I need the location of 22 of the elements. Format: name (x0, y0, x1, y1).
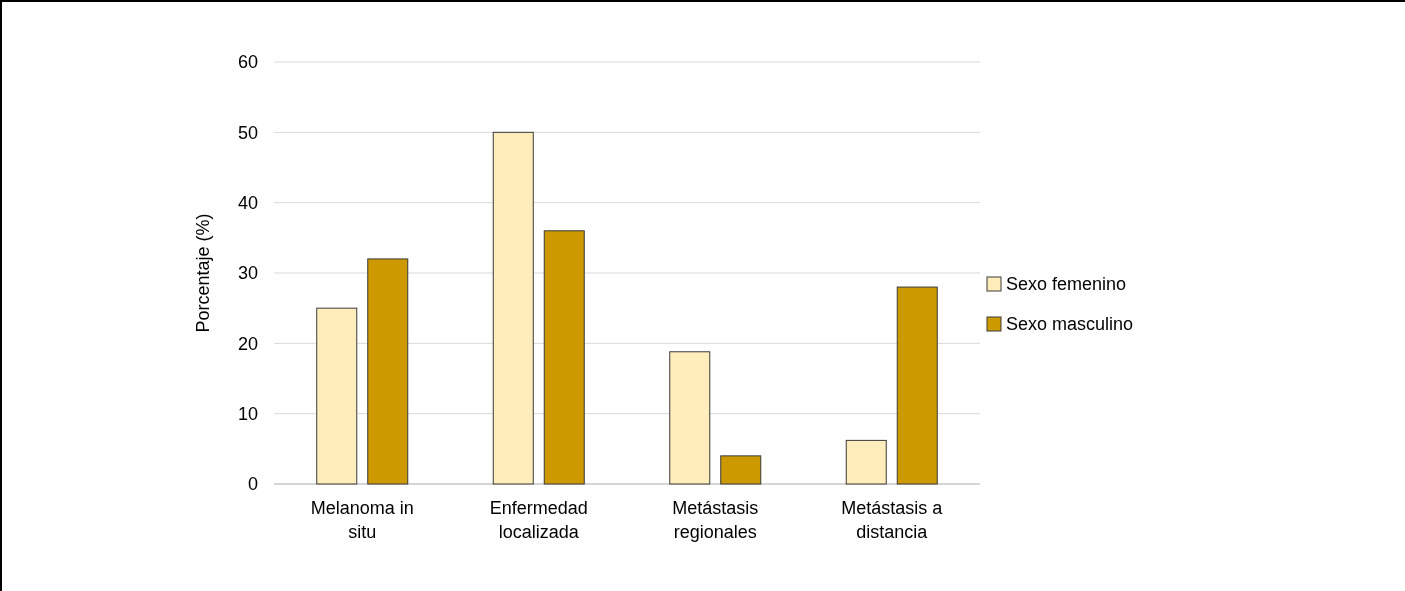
x-tick-label: Melanoma in situ (310, 498, 414, 542)
y-tick-label: 60 (237, 52, 258, 73)
bar (316, 307, 358, 485)
y-tick-label: 50 (237, 122, 258, 143)
y-tick-label: 20 (237, 333, 258, 354)
bar (492, 131, 534, 485)
y-tick-label: 0 (247, 474, 258, 495)
bar (543, 230, 585, 485)
y-tick-label: 10 (237, 403, 258, 424)
y-axis-title: Porcentaje (%) (193, 213, 213, 333)
bar (845, 439, 887, 485)
bar (669, 351, 711, 485)
y-tick-label: 30 (237, 263, 258, 284)
x-tick-label: Enfermedad localizada (489, 498, 588, 542)
legend-label: Sexo femenino (1006, 274, 1127, 295)
x-tick-label: Metástasis regionales (672, 498, 759, 542)
bar (896, 286, 938, 485)
legend-label: Sexo masculino (1006, 314, 1134, 335)
bar (720, 455, 762, 485)
bar (367, 258, 409, 485)
y-tick-label: 40 (237, 192, 258, 213)
x-tick-label: Metástasis a distancia (841, 498, 944, 542)
